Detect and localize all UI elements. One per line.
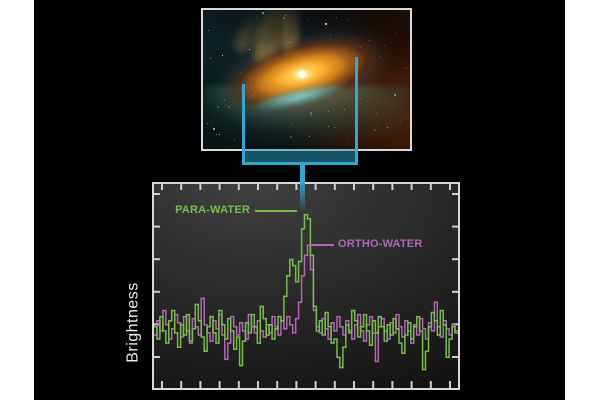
- star: [208, 30, 209, 31]
- star: [219, 134, 220, 135]
- zoom-bracket-stem-fade: [300, 184, 305, 212]
- y-axis-label: Brightness: [124, 282, 142, 363]
- spectrum-svg: [154, 184, 458, 388]
- star: [347, 20, 348, 21]
- star: [212, 122, 213, 123]
- star: [400, 121, 401, 122]
- star: [294, 141, 295, 142]
- star: [387, 127, 388, 128]
- star: [207, 123, 208, 124]
- star: [328, 111, 329, 112]
- star: [376, 113, 377, 114]
- ortho-water-trace: [154, 244, 458, 363]
- star: [360, 98, 361, 99]
- star: [334, 127, 335, 128]
- star: [406, 68, 407, 69]
- star: [262, 12, 264, 14]
- spectrum-plot: [152, 182, 460, 390]
- star: [290, 136, 292, 138]
- central-star: [298, 71, 307, 78]
- star: [256, 17, 257, 18]
- ortho-water-pointer-line: [310, 244, 334, 246]
- star: [310, 112, 312, 114]
- star: [249, 49, 250, 50]
- star: [216, 134, 217, 135]
- star: [328, 126, 329, 127]
- star: [234, 139, 235, 140]
- star: [222, 55, 223, 56]
- zoom-bracket-fill: [245, 149, 355, 162]
- star: [309, 136, 310, 137]
- zoom-bracket-right-line: [355, 57, 358, 165]
- zoom-bracket-left-line: [242, 84, 245, 165]
- zoom-bracket-bottom-line: [242, 162, 358, 165]
- star: [260, 126, 261, 127]
- zoom-bracket-stem: [300, 165, 305, 184]
- para-water-label: PARA-WATER: [175, 204, 250, 216]
- figure-black-canvas: Brightness PARA-WATER ORTHO-WATER: [34, 0, 565, 400]
- star: [344, 109, 345, 110]
- star: [347, 142, 348, 143]
- star: [336, 17, 337, 18]
- star: [228, 106, 230, 108]
- star: [217, 106, 219, 108]
- star: [307, 19, 308, 20]
- star: [395, 33, 396, 34]
- para-water-trace: [154, 213, 458, 371]
- star: [374, 129, 376, 131]
- star: [394, 94, 396, 96]
- protoplanetary-disk-image: [201, 8, 412, 151]
- star: [325, 27, 326, 28]
- star: [377, 122, 378, 123]
- ortho-water-label: ORTHO-WATER: [338, 238, 423, 250]
- star: [311, 115, 312, 116]
- star: [384, 45, 385, 46]
- star: [229, 34, 230, 35]
- star: [210, 58, 211, 59]
- para-water-pointer-line: [255, 210, 297, 212]
- star: [236, 33, 237, 34]
- star: [213, 128, 215, 130]
- star: [291, 124, 292, 125]
- star: [325, 23, 327, 25]
